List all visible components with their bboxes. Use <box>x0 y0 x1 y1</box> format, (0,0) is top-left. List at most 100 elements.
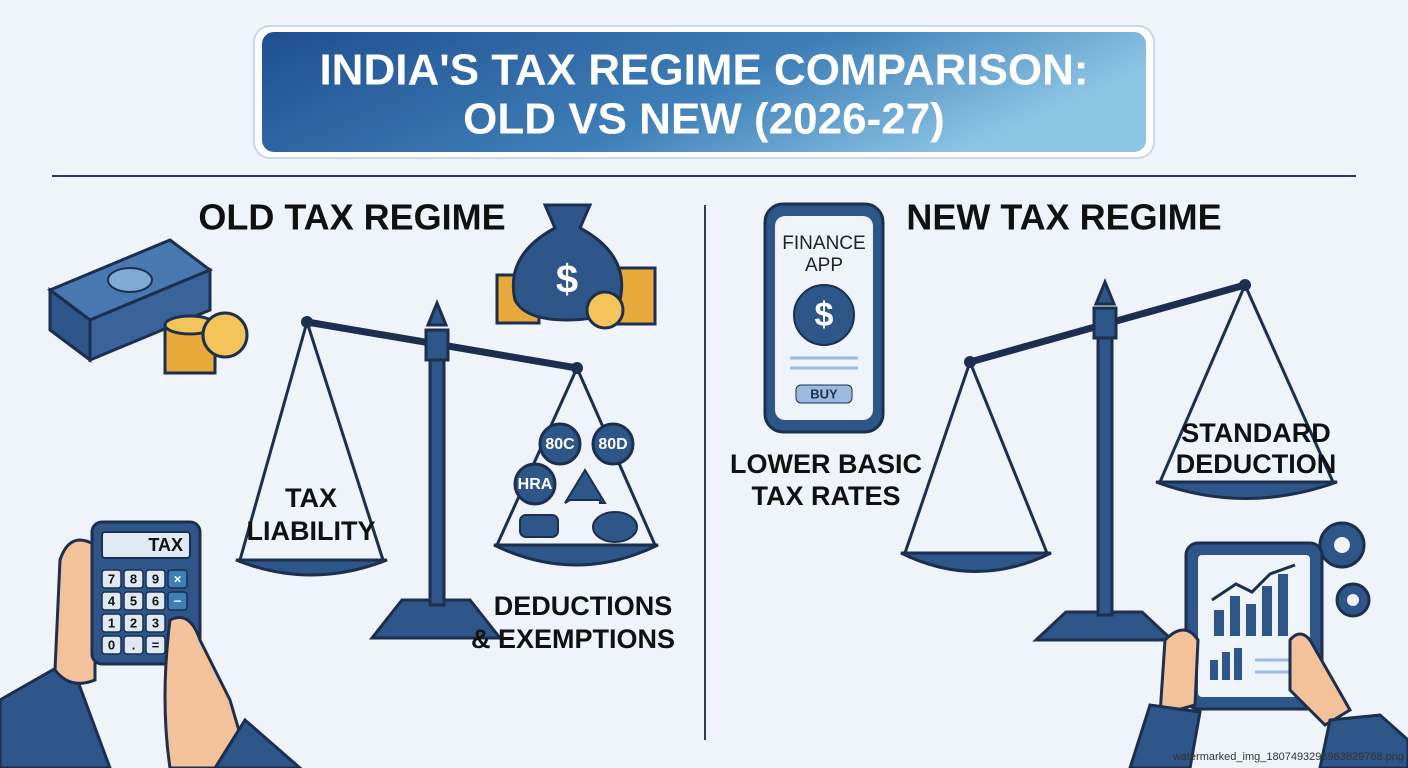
calculator-key <box>123 591 144 611</box>
new-regime-scale-part <box>1155 480 1338 500</box>
phone-button: BUY <box>810 386 838 401</box>
old-regime-scale-part <box>368 598 504 640</box>
badge: 80D <box>598 436 627 453</box>
new-regime-scale-part <box>1096 318 1114 617</box>
old-regime-scale-part <box>493 543 659 567</box>
title-banner <box>253 25 1155 159</box>
pan-label: & EXEMPTIONS <box>471 624 675 654</box>
calculator-key-label: . <box>132 637 136 652</box>
tablet-icon-part <box>1211 563 1296 602</box>
phone-icon <box>763 202 885 434</box>
calculator-key-label: 4 <box>108 593 116 608</box>
calculator-key-label: = <box>152 637 160 652</box>
old-regime-scale-part <box>513 462 557 506</box>
calculator-icon-part <box>0 657 112 768</box>
old-regime-scale-part <box>519 514 559 538</box>
pan-label: TAX <box>285 483 337 513</box>
calculator-key-label: 3 <box>152 615 159 630</box>
calculator-icon-part <box>101 531 191 559</box>
new-regime-scale-part <box>900 551 1052 573</box>
calculator-icon <box>0 520 303 768</box>
old-regime-scale-part <box>592 511 638 543</box>
tablet-icon-part <box>1334 537 1350 553</box>
new-regime-scale-part <box>903 361 972 554</box>
calculator-key-label: 6 <box>152 593 159 608</box>
tablet-icon-part <box>1128 703 1202 768</box>
bag-symbol: $ <box>556 258 578 302</box>
tablet-icon-part <box>1234 648 1242 680</box>
calculator-key-label: 2 <box>130 615 137 630</box>
calculator-icon-part <box>53 538 97 685</box>
calculator-icon-part <box>213 717 303 768</box>
pan-label: STANDARD <box>1181 418 1331 448</box>
phone-symbol: $ <box>815 296 834 334</box>
section-heading: NEW TAX REGIME <box>906 197 1221 238</box>
new-regime-scale-part <box>1243 284 1335 483</box>
money-bag-icon-part <box>511 203 624 322</box>
old-regime-scale-part <box>591 422 635 466</box>
badge: 80C <box>545 436 575 453</box>
calculator-key-label: 5 <box>130 593 137 608</box>
new-regime-scale-part <box>968 361 1049 554</box>
money-bag-icon-part <box>585 290 625 330</box>
calculator-key-label: × <box>174 571 182 586</box>
calculator-key <box>101 613 122 633</box>
new-regime-scale-part <box>1092 306 1118 340</box>
phone-text: FINANCE <box>782 233 865 254</box>
title-banner-part <box>262 32 1146 152</box>
feature-label: LOWER BASIC <box>730 449 922 479</box>
old-regime-scale <box>235 299 659 640</box>
money-stack-icon-part <box>201 311 249 359</box>
money-stack-icon-part <box>88 267 212 363</box>
new-regime-scale-part <box>1093 278 1117 306</box>
calculator-key-label: 1 <box>108 615 115 630</box>
calculator-keys: 7 8 9 × 4 5 6 − 1 2 3 0. = <box>101 569 188 655</box>
old-regime-scale-part <box>305 321 385 561</box>
old-regime-scale-part <box>495 367 579 546</box>
tablet-icon-part <box>1214 610 1224 636</box>
calculator-key <box>101 635 122 655</box>
phone-icon-part <box>795 384 853 404</box>
tablet-icon-part <box>1347 594 1359 606</box>
calculator-key <box>123 635 144 655</box>
new-regime-scale <box>900 278 1338 642</box>
pan-label: LIABILITY <box>247 516 376 546</box>
pan-label: DEDUCTIONS <box>494 591 673 621</box>
old-regime-scale-part <box>238 321 309 561</box>
calculator-key <box>101 591 122 611</box>
calculator-key <box>167 591 188 611</box>
tablet-icon-part <box>1210 660 1218 680</box>
tablet-icon-part <box>1278 574 1288 636</box>
tablet-icon <box>1128 521 1408 768</box>
old-regime-scale-part <box>235 558 388 577</box>
phone-icon-part <box>793 284 855 346</box>
title-line: OLD VS NEW (2026-27) <box>463 95 945 144</box>
pan-label: DEDUCTION <box>1176 449 1337 479</box>
title-line: INDIA'S TAX REGIME COMPARISON: <box>319 46 1088 95</box>
tablet-icon-part <box>1158 628 1200 718</box>
calculator-key <box>145 591 166 611</box>
calculator-key-label: − <box>174 593 182 608</box>
tablet-icon-part <box>1262 586 1272 636</box>
money-stack-icon-part <box>107 267 153 293</box>
calculator-key-label: 9 <box>152 571 159 586</box>
calculator-key-label: 8 <box>130 571 137 586</box>
calculator-key <box>167 569 188 589</box>
calculator-key <box>123 613 144 633</box>
calculator-display: TAX <box>148 535 183 555</box>
calculator-key <box>145 613 166 633</box>
calculator-key <box>145 635 166 655</box>
old-regime-scale-part <box>428 343 446 607</box>
feature-label: TAX RATES <box>751 481 900 511</box>
new-regime-scale-part <box>1032 610 1176 642</box>
phone-text: APP <box>805 255 843 276</box>
tablet-icon-part <box>1222 652 1230 680</box>
new-regime-scale-part <box>1158 284 1247 483</box>
watermark: watermarked_img_1807493296963829768.png <box>1172 751 1404 763</box>
tablet-icon-part <box>1246 604 1256 636</box>
old-regime-scale-part <box>425 299 449 327</box>
calculator-key <box>145 569 166 589</box>
money-bag-icon <box>495 203 657 330</box>
